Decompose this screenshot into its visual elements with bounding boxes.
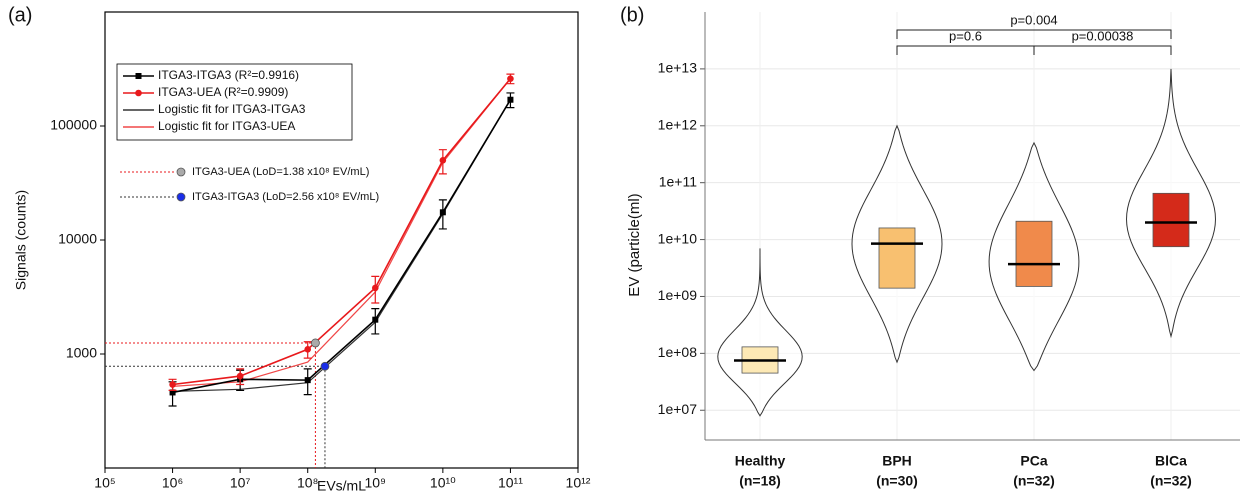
marker <box>169 381 176 388</box>
x-tick-label: 10⁵ <box>94 475 115 491</box>
marker <box>169 389 176 396</box>
p-value: p=0.6 <box>949 28 982 43</box>
x-tick-label: BPH <box>882 453 912 469</box>
y-tick-label: 1e+11 <box>659 173 697 189</box>
fit-line <box>172 78 511 387</box>
significance-bracket <box>1033 45 1172 55</box>
legend-label: ITGA3-ITGA3 (LoD=2.56 x10⁸ EV/mL) <box>192 191 379 203</box>
violin <box>717 248 803 417</box>
x-tick-note: (n=30) <box>876 473 918 489</box>
significance-bracket <box>896 45 1035 55</box>
marker <box>507 96 514 103</box>
box <box>878 227 916 289</box>
marker <box>236 372 244 380</box>
y-tick-label: 1000 <box>66 345 97 361</box>
legend-marker <box>176 192 186 202</box>
marker <box>304 345 312 353</box>
x-tick-label: 10¹⁰ <box>430 475 456 491</box>
legend-marker <box>135 89 142 97</box>
x-tick-label: 10⁷ <box>230 475 251 491</box>
legend-marker <box>176 167 186 177</box>
panel-label: (b) <box>620 4 644 26</box>
x-axis-title: EVs/mL <box>317 478 366 494</box>
y-tick-label: 100000 <box>50 117 97 133</box>
x-tick-label: 10¹¹ <box>498 475 523 491</box>
x-tick-note: (n=32) <box>1013 473 1055 489</box>
x-tick-label: BlCa <box>1155 453 1187 469</box>
x-tick-label: 10⁹ <box>364 475 386 491</box>
panel-label: (a) <box>8 4 32 26</box>
legend-label: Logistic fit for ITGA3-UEA <box>158 119 295 133</box>
legend-label: ITGA3-UEA (LoD=1.38 x10⁸ EV/mL) <box>192 166 369 178</box>
marker <box>304 377 311 384</box>
lod-point <box>311 338 320 348</box>
y-tick-label: 10000 <box>58 231 97 247</box>
y-tick-label: 1e+08 <box>658 344 698 360</box>
legend-label: Logistic fit for ITGA3-ITGA3 <box>158 102 306 116</box>
marker <box>507 75 514 82</box>
legend-label: ITGA3-UEA (R²=0.9909) <box>158 85 288 99</box>
x-tick-label: Healthy <box>735 453 786 469</box>
p-value: p=0.004 <box>1010 12 1057 27</box>
legend-marker <box>135 73 142 79</box>
lod-point <box>320 361 330 371</box>
p-value: p=0.00038 <box>1072 28 1134 43</box>
fit-line <box>172 99 511 392</box>
box <box>1015 220 1053 287</box>
marker <box>372 316 379 323</box>
y-tick-label: 1e+07 <box>658 401 698 417</box>
marker <box>439 157 447 164</box>
x-tick-label: 10⁸ <box>297 475 319 491</box>
data-line <box>172 78 512 386</box>
y-axis-title: EV (particle(ml) <box>626 193 643 296</box>
x-tick-label: 10⁶ <box>162 475 183 491</box>
y-tick-label: 1e+13 <box>658 60 698 76</box>
x-tick-note: (n=18) <box>739 473 781 489</box>
data-line <box>172 99 512 394</box>
x-tick-note: (n=32) <box>1150 473 1192 489</box>
y-tick-label: 1e+12 <box>658 116 698 132</box>
significance-bracket <box>896 29 1172 39</box>
x-tick-label: PCa <box>1020 453 1047 469</box>
y-axis-title: Signals (counts) <box>13 190 29 290</box>
marker <box>371 284 379 292</box>
x-tick-label: 10¹² <box>566 475 591 491</box>
legend-box <box>116 63 353 141</box>
y-tick-label: 1e+10 <box>658 230 698 246</box>
legend-label: ITGA3-ITGA3 (R²=0.9916) <box>158 68 299 82</box>
y-tick-label: 1e+09 <box>658 287 698 303</box>
marker <box>439 209 446 216</box>
box <box>1152 192 1190 248</box>
